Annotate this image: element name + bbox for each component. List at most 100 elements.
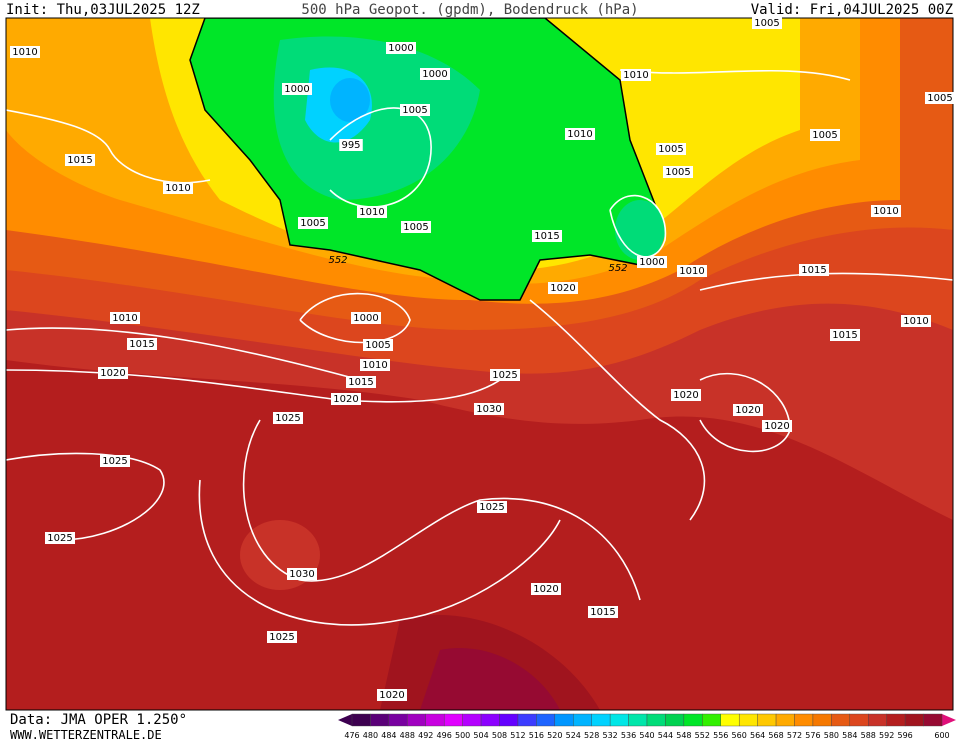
isobar-label-box: [377, 689, 407, 701]
isobar-label-box: [127, 338, 157, 350]
isobar-label-box: [762, 420, 792, 432]
colorbar-label: 500: [455, 731, 470, 740]
colorbar-label: 496: [437, 731, 452, 740]
isobar-label-box: [100, 455, 130, 467]
isobar-label: 1015: [67, 155, 92, 166]
colorbar-swatch: [480, 713, 500, 727]
isobar-label: 1005: [402, 105, 427, 116]
colorbar-swatch: [591, 713, 611, 727]
isobar-label-box: [637, 256, 667, 268]
isobar-label-box: [273, 412, 303, 424]
isobar-label: 1020: [550, 283, 575, 294]
colorbar-label: 576: [805, 731, 820, 740]
isobar-label: 1025: [275, 413, 300, 424]
isobar-label-box: [351, 312, 381, 324]
colorbar-label: 528: [584, 731, 599, 740]
colorbar-label: 596: [897, 731, 912, 740]
isobar-label-box: [810, 129, 840, 141]
colorbar-swatch: [646, 713, 666, 727]
colorbar-swatch: [683, 713, 703, 727]
isobar-label: 1020: [764, 421, 789, 432]
isobar-label: 1005: [365, 340, 390, 351]
isobar-label: 1000: [388, 43, 413, 54]
colorbar-label: 524: [566, 731, 581, 740]
isobar-label-box: [267, 631, 297, 643]
colorbar-swatch: [868, 713, 887, 727]
colorbar-swatch: [351, 713, 371, 727]
colorbar-swatch: [462, 713, 482, 727]
isobar-label-box: [474, 403, 504, 415]
isobar-label-box: [588, 606, 618, 618]
colorbar-label: 480: [363, 731, 378, 740]
map-title: 500 hPa Geopot. (gpdm), Bodendruck (hPa): [301, 2, 638, 18]
isobar-label: 1000: [353, 313, 378, 324]
isobar-label: 1010: [567, 129, 592, 140]
isobar-label: 1000: [639, 257, 664, 268]
isobar-label: 1015: [534, 231, 559, 242]
colorbar-arrow-left: [338, 714, 352, 726]
isobar-label-box: [663, 166, 693, 178]
colorbar-swatch: [904, 713, 924, 727]
geopotential-label: 552: [328, 255, 347, 266]
isobar-label: 1010: [903, 316, 928, 327]
colorbar-label: 540: [639, 731, 654, 740]
colorbar-label: 564: [750, 731, 765, 740]
isobar-label-box: [65, 154, 95, 166]
isobar-label: 1025: [269, 632, 294, 643]
colorbar-label: 508: [492, 731, 507, 740]
map-field: [6, 18, 953, 710]
colorbar-label: 568: [768, 731, 783, 740]
colorbar-swatch: [831, 713, 851, 727]
isobar-label: 1020: [533, 584, 558, 595]
isobar-label: 1020: [100, 368, 125, 379]
isobar-label-box: [339, 139, 363, 151]
isobar-label-box: [360, 359, 390, 371]
isobar-label-box: [331, 393, 361, 405]
isobar-label: 1030: [476, 404, 501, 415]
isobar-label-box: [282, 83, 312, 95]
isobar-label-box: [45, 532, 75, 544]
isobar-label-box: [621, 69, 651, 81]
isobar-labels: 1010 1015 1010 1010 1015 1020 1025 1025 1030 1025…: [10, 17, 955, 701]
isobar-label: 1010: [362, 360, 387, 371]
colorbar-label: 600: [934, 731, 949, 740]
colorbar-swatch: [665, 713, 685, 727]
isobar-label-box: [420, 68, 450, 80]
colorbar-label: 492: [418, 731, 433, 740]
isobar-label-box: [10, 46, 40, 58]
colorbar-swatch: [554, 713, 574, 727]
isobar-label: 1010: [165, 183, 190, 194]
colorbar-label: 516: [529, 731, 544, 740]
isobar-label-box: [163, 182, 193, 194]
isobar-label: 1005: [665, 167, 690, 178]
isobar-label: 1005: [812, 130, 837, 141]
colorbar-label: 504: [473, 731, 488, 740]
colorbar-swatch: [812, 713, 832, 727]
colorbar-swatch: [407, 713, 426, 727]
isobar-label: 1015: [590, 607, 615, 618]
colorbar-swatch: [720, 713, 740, 727]
colorbar-swatch: [757, 713, 777, 727]
colorbar-swatch: [794, 713, 814, 727]
isobar-label: 1020: [333, 394, 358, 405]
isobar-label-box: [532, 230, 562, 242]
isobar-label-box: [733, 404, 763, 416]
isobar-label: 1015: [801, 265, 826, 276]
colorbar-label: 536: [621, 731, 636, 740]
init-time: Init: Thu,03JUL2025 12Z: [6, 2, 200, 18]
isobar-label: 1015: [129, 339, 154, 350]
colorbar-swatch: [370, 713, 390, 727]
colorbar-swatch: [573, 713, 592, 727]
colorbar-label: 488: [400, 731, 415, 740]
colorbar-label: 556: [713, 731, 728, 740]
isobar-label: 1010: [623, 70, 648, 81]
valid-time: Valid: Fri,04JUL2025 00Z: [751, 2, 953, 18]
isobar-label: 1020: [379, 690, 404, 701]
isobar-label-box: [531, 583, 561, 595]
isobar-label-box: [799, 264, 829, 276]
colorbar-swatch: [609, 713, 629, 727]
colorbar-label: 484: [381, 731, 396, 740]
colorbar-swatch: [425, 713, 445, 727]
isobar-label-box: [656, 143, 686, 155]
